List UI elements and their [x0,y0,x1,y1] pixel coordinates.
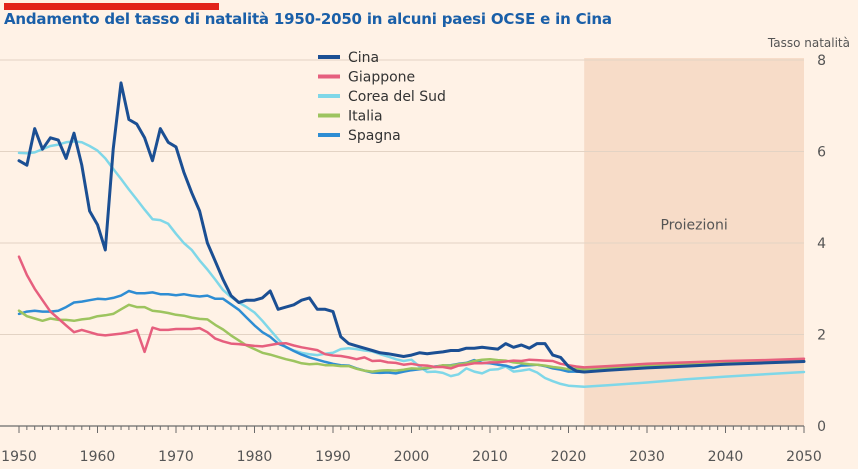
legend-label: Cina [348,50,379,66]
brand-accent-bar [4,3,219,10]
series-lines [17,81,806,388]
x-tick-label: 1990 [315,449,351,465]
x-tick-label: 1950 [1,449,37,465]
y-tick-label: 6 [817,145,826,161]
x-tick-label: 2010 [472,449,508,465]
x-axis: 1950 1960 1970 1980 1990 2000 2010 2020 2030 2040… [1,426,822,465]
legend-label: Italia [348,109,383,125]
x-tick-label: 2030 [629,449,665,465]
y-axis: 0 2 4 6 8 [817,53,826,435]
x-tick-label: 2020 [551,449,587,465]
grid-lines [0,59,804,427]
x-tick-label: 2000 [394,449,430,465]
legend: Cina Giappone Corea del Sud Italia Spagna [318,50,446,144]
legend-label: Giappone [348,70,415,86]
x-tick-label: 1970 [158,449,194,465]
x-tick-label: 1980 [237,449,273,465]
series-line-cina [17,81,806,374]
x-tick-label: 2040 [708,449,744,465]
projection-label: Proiezioni [660,217,727,233]
y-tick-label: 4 [817,236,826,252]
y-tick-label: 0 [817,419,826,435]
y-tick-label: 8 [817,53,826,69]
x-tick-label: 2050 [786,449,822,465]
chart-title: Andamento del tasso di natalità 1950-205… [4,10,612,28]
y-tick-label: 2 [817,328,826,344]
series-line-italia [17,303,806,373]
x-tick-label: 1960 [80,449,116,465]
legend-label: Corea del Sud [348,89,446,105]
series-line-giappone [17,255,806,370]
y-axis-label: Tasso natalità [767,36,850,50]
legend-label: Spagna [348,128,401,144]
